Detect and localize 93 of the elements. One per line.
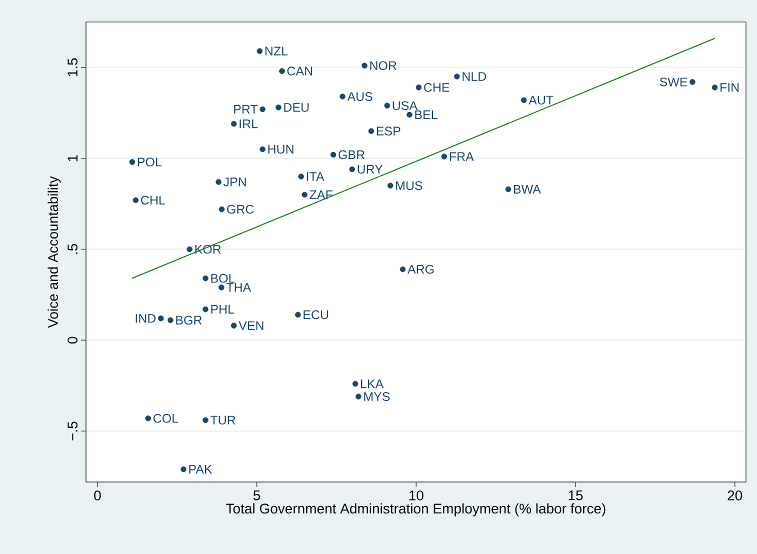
point xyxy=(520,97,527,104)
annotation: ARG xyxy=(408,264,434,274)
annotation: THA xyxy=(226,283,252,292)
point xyxy=(256,48,263,54)
annotation: URY xyxy=(358,164,383,174)
annotation: ZAF xyxy=(310,190,332,200)
point xyxy=(352,380,358,387)
annotation: MYS xyxy=(364,392,390,401)
x-tick-label: 15 xyxy=(568,490,583,500)
point xyxy=(384,102,390,109)
annotation: GRC xyxy=(227,204,254,214)
annotation: TUR xyxy=(210,416,236,425)
point xyxy=(158,315,164,322)
x-tick-label: 10 xyxy=(409,490,424,500)
point xyxy=(180,466,186,472)
point xyxy=(330,152,336,158)
annotation: CAN xyxy=(287,66,312,76)
annotation: PRT xyxy=(234,104,258,114)
point xyxy=(690,79,696,85)
y-tick-label: 1 xyxy=(68,155,78,162)
annotation: GBR xyxy=(338,150,365,160)
point xyxy=(218,284,224,290)
x-tick-label: 0 xyxy=(94,490,101,500)
point xyxy=(279,68,285,74)
annotation: BGR xyxy=(176,316,202,325)
point xyxy=(298,174,304,180)
point xyxy=(416,84,422,90)
annotation: JPN xyxy=(223,178,246,186)
point xyxy=(216,179,222,185)
point xyxy=(218,206,225,212)
annotation: HUN xyxy=(268,144,294,154)
point xyxy=(356,394,362,400)
annotation: COL xyxy=(153,414,178,423)
annotation: BEL xyxy=(415,110,438,120)
annotation: PHL xyxy=(211,304,234,314)
x-tick-label: 20 xyxy=(728,490,742,500)
point xyxy=(230,322,237,329)
annotation: NLD xyxy=(462,72,486,81)
point xyxy=(202,275,208,282)
annotation: FIN xyxy=(720,83,739,92)
annotation: AUT xyxy=(528,96,554,105)
y-tick-label: 0 xyxy=(68,336,78,344)
annotation: PAK xyxy=(189,464,212,474)
annotation: NOR xyxy=(370,61,396,70)
annotation: POL xyxy=(138,158,162,166)
annotation: AUS xyxy=(347,92,372,101)
point xyxy=(406,112,412,118)
point xyxy=(505,186,512,192)
point xyxy=(168,317,174,324)
point xyxy=(712,84,718,90)
x-axis-title: Total Government Administration Employment (% labor force) xyxy=(226,503,606,516)
annotation: BOL xyxy=(211,274,235,283)
point xyxy=(368,128,374,134)
annotation: IRL xyxy=(240,120,258,128)
point xyxy=(441,154,448,160)
point xyxy=(340,94,346,100)
annotation: ECU xyxy=(304,310,328,320)
point xyxy=(295,312,301,318)
annotation: MUS xyxy=(396,181,422,190)
point xyxy=(260,146,266,152)
annotation: CHL xyxy=(141,196,165,205)
annotation: IND xyxy=(136,314,156,323)
point xyxy=(132,197,139,204)
annotation: ITA xyxy=(306,172,324,181)
point xyxy=(186,246,192,252)
point xyxy=(276,104,282,110)
annotation: SWE xyxy=(660,78,688,86)
point xyxy=(202,417,208,424)
annotation: ESP xyxy=(376,126,400,136)
annotation: BWA xyxy=(514,184,541,194)
y-axis-title: Voice and Accountability xyxy=(48,176,61,328)
annotation: CHE xyxy=(424,83,450,92)
point xyxy=(230,120,237,127)
y-tick-label: −.5 xyxy=(68,422,78,440)
annotation: VEN xyxy=(238,321,264,330)
y-tick-label: .5 xyxy=(68,244,78,254)
annotation: NZL xyxy=(265,46,288,56)
point xyxy=(302,192,308,198)
point xyxy=(387,182,394,189)
point xyxy=(400,266,406,272)
annotation: FRA xyxy=(450,152,474,161)
annotation: LKA xyxy=(361,380,384,388)
x-tick-label: 5 xyxy=(253,490,260,500)
point xyxy=(362,62,368,69)
y-tick-label: 1.5 xyxy=(68,58,78,76)
annotation: USA xyxy=(392,101,418,110)
point xyxy=(260,106,266,112)
point xyxy=(145,415,152,422)
annotation: DEU xyxy=(284,103,309,112)
point xyxy=(454,74,460,80)
point xyxy=(202,306,208,312)
point xyxy=(129,159,136,165)
point xyxy=(349,166,356,172)
